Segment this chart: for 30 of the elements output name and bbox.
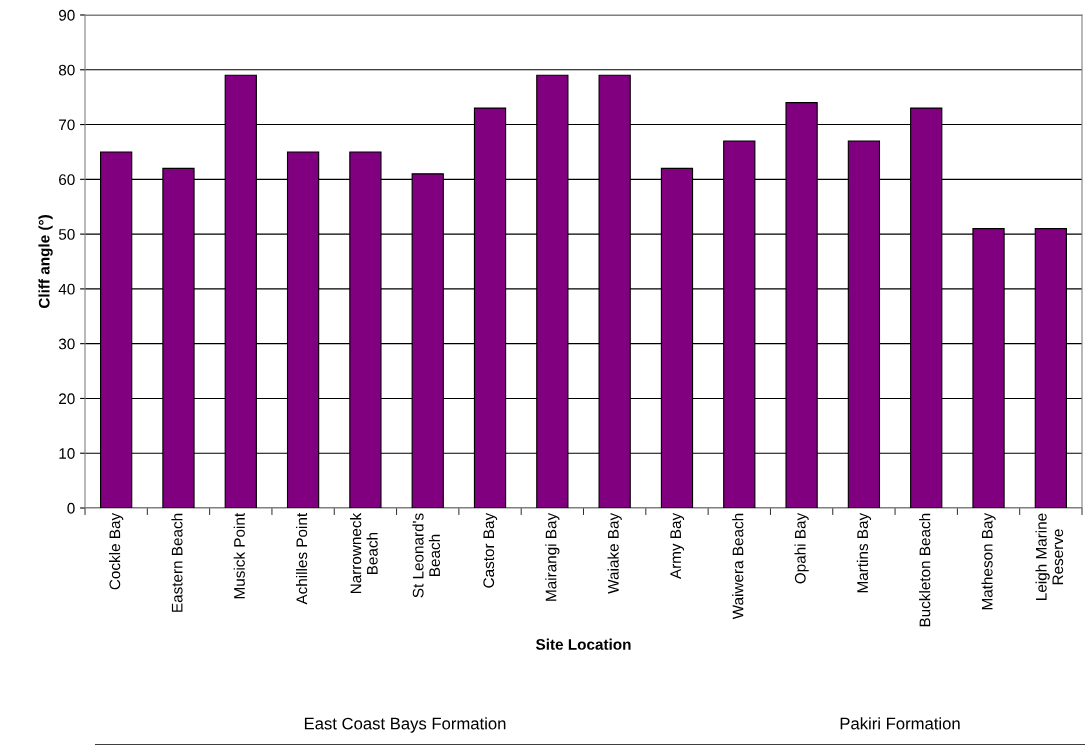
y-axis-title: Cliff angle (°) (38, 215, 53, 309)
y-tick-label: 60 (59, 174, 75, 186)
x-tick-label: Musick Point (233, 512, 245, 599)
y-tick-label: 70 (59, 119, 75, 131)
y-tick-label: 0 (67, 502, 75, 514)
y-tick-label: 50 (58, 228, 75, 240)
x-tick-label: Eastern Beach (171, 513, 183, 612)
text: Pakiri Formation (840, 717, 960, 730)
y-tick-label: 90 (59, 9, 75, 21)
x-tick-label: Cockle Bay (109, 512, 124, 590)
y-tick-label: 80 (58, 64, 75, 76)
x-axis-title: Site Location (535, 638, 631, 650)
x-tick-label: Waiwera Beach (732, 513, 744, 620)
y-tick-label: 20 (59, 393, 75, 405)
x-tick-label: Martins Bay (856, 512, 872, 593)
x-tick-label: Waiake Bay (607, 512, 622, 594)
x-tick-label: Castor Bay (483, 512, 498, 588)
x-tick-label: Army Bay (670, 512, 685, 580)
text: East Coast Bays Formation (304, 717, 506, 733)
x-tick-label: Achilles Point (295, 512, 308, 605)
x-tick-label: Opahi Bay (794, 512, 809, 584)
x-tick-label: Leigh Marine Reserve (1035, 513, 1064, 600)
x-tick-label: Matheson Bay (981, 512, 996, 610)
y-tick-label: 10 (59, 448, 75, 459)
x-tick-label: Buckleton Beach (919, 513, 931, 627)
y-tick-label: 30 (58, 338, 75, 350)
y-tick-label: 40 (58, 283, 75, 295)
x-tick-label: Narrowneck Beach (350, 512, 378, 594)
x-tick-label: St Leonard's Beach (412, 513, 441, 598)
x-tick-label: Mairangi Bay (545, 512, 560, 601)
